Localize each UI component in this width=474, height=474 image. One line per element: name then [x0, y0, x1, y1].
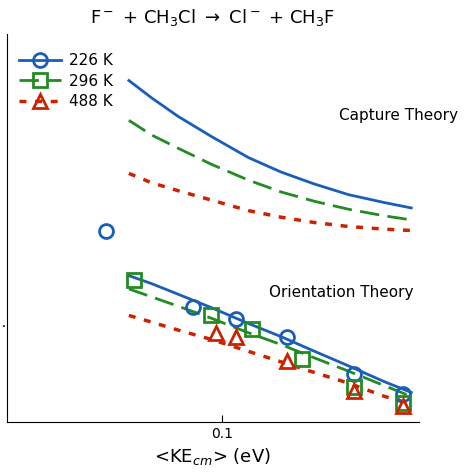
Text: Orientation Theory: Orientation Theory [269, 285, 414, 300]
X-axis label: <KE$_{cm}$> (eV): <KE$_{cm}$> (eV) [155, 446, 271, 467]
Legend: 226 K, 296 K, 488 K: 226 K, 296 K, 488 K [13, 47, 119, 115]
Text: Capture Theory: Capture Theory [339, 109, 458, 123]
Title: F$^-$ + CH$_3$Cl $\rightarrow$ Cl$^-$ + CH$_3$F: F$^-$ + CH$_3$Cl $\rightarrow$ Cl$^-$ + … [90, 7, 336, 28]
